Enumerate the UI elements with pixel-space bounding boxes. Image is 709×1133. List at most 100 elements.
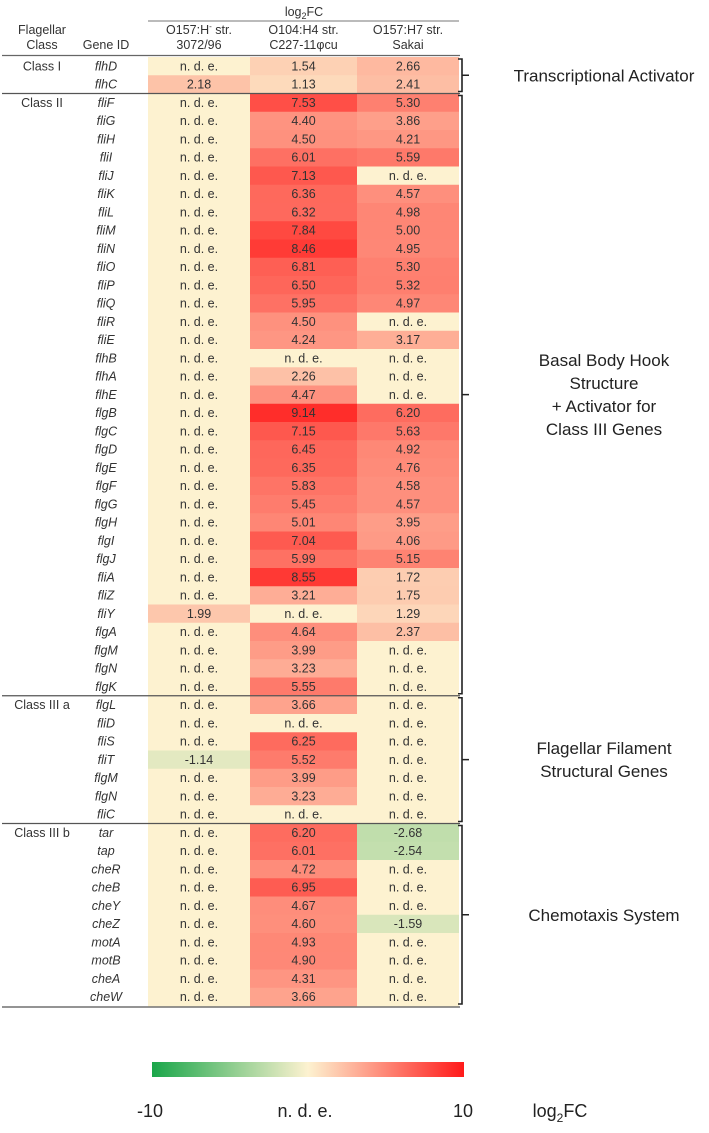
group-brackets: Transcriptional Activator Basal Body Hook… xyxy=(458,58,695,1005)
heatmap-cell xyxy=(148,586,250,605)
heatmap-cell xyxy=(357,878,459,897)
cell-value-label: 1.75 xyxy=(396,589,420,603)
cell-value-label: 2.37 xyxy=(396,625,420,639)
gene-id-label: fliC xyxy=(97,808,116,822)
cell-value-label: 3.66 xyxy=(291,698,315,712)
gene-id-label: fliL xyxy=(98,205,114,219)
cell-value-label: n. d. e. xyxy=(180,260,218,274)
cell-value-label: n. d. e. xyxy=(180,351,218,365)
cell-value-label: 5.45 xyxy=(291,497,315,511)
cell-value-label: n. d. e. xyxy=(180,552,218,566)
cell-value-label: 1.13 xyxy=(291,78,315,92)
cell-value-label: 6.01 xyxy=(291,151,315,165)
heatmap-cell xyxy=(148,823,250,843)
heatmap-cell xyxy=(357,768,459,788)
cell-value-label: 1.99 xyxy=(187,607,211,621)
heatmap-cell xyxy=(357,294,459,313)
cell-value-label: n. d. e. xyxy=(180,625,218,639)
cell-value-label: 5.52 xyxy=(291,753,315,767)
heatmap-cell xyxy=(250,933,357,952)
cell-value-label: 7.84 xyxy=(291,224,315,238)
gene-id-label: cheR xyxy=(91,862,120,876)
cell-value-label: n. d. e. xyxy=(284,607,322,621)
heatmap-cell xyxy=(357,403,459,423)
flagellar-class-label: Class III b xyxy=(14,826,70,840)
cell-value-label: n. d. e. xyxy=(180,954,218,968)
cell-value-label: 1.54 xyxy=(291,59,315,73)
scale-unit-label: log2FC xyxy=(533,1101,588,1125)
cell-value-label: -1.14 xyxy=(185,753,214,767)
group-bracket xyxy=(458,94,469,695)
heatmap-cell xyxy=(148,385,250,405)
heatmap-cell xyxy=(250,586,357,605)
cell-value-label: 1.72 xyxy=(396,570,420,584)
heatmap-cell xyxy=(250,787,357,806)
cell-value-label: n. d. e. xyxy=(180,461,218,475)
cell-value-label: n. d. e. xyxy=(389,789,427,803)
heatmap-cell xyxy=(250,604,357,624)
cell-value-label: 2.26 xyxy=(291,370,315,384)
heatmap-cell xyxy=(148,878,250,897)
heatmap-cell xyxy=(357,184,459,204)
heatmap-cell xyxy=(148,641,250,660)
cell-value-label: n. d. e. xyxy=(180,662,218,676)
heatmap-cell xyxy=(250,531,357,551)
heatmap-cell xyxy=(357,622,459,642)
gene-id-label: fliJ xyxy=(98,169,114,183)
cell-value-label: 7.53 xyxy=(291,96,315,110)
heatmap-cell xyxy=(357,531,459,551)
heatmap-cell xyxy=(250,768,357,788)
heatmap-cell xyxy=(148,75,250,94)
heatmap-cell xyxy=(250,330,357,350)
heatmap-cell xyxy=(148,677,250,697)
cell-value-label: 5.30 xyxy=(396,260,420,274)
gene-id-label: flgB xyxy=(95,406,117,420)
cell-value-label: -2.68 xyxy=(394,826,423,840)
cell-value-label: n. d. e. xyxy=(180,96,218,110)
heatmap-cell xyxy=(250,75,357,94)
gene-id-label: flhC xyxy=(95,78,118,92)
heatmap-cell xyxy=(250,257,357,277)
heatmap-cell xyxy=(250,239,357,259)
cell-value-label: n. d. e. xyxy=(389,662,427,676)
cell-value-label: n. d. e. xyxy=(180,406,218,420)
cell-value-label: -2.54 xyxy=(394,844,423,858)
cell-value-label: 4.90 xyxy=(291,954,315,968)
heatmap-cell xyxy=(250,184,357,204)
cell-value-label: 4.67 xyxy=(291,899,315,913)
cell-value-label: 5.15 xyxy=(396,552,420,566)
cell-value-label: 3.95 xyxy=(396,516,420,530)
heatmap-cell xyxy=(148,568,250,587)
heatmap-cell xyxy=(357,130,459,149)
cell-value-label: 4.76 xyxy=(396,461,420,475)
cell-value-label: n. d. e. xyxy=(180,443,218,457)
gene-id-label: fliE xyxy=(97,333,115,347)
gene-id-label: fliG xyxy=(97,114,116,128)
heatmap-cell xyxy=(357,367,459,386)
scale-mid-label: n. d. e. xyxy=(277,1101,332,1121)
cell-value-label: 8.55 xyxy=(291,570,315,584)
cell-value-label: n. d. e. xyxy=(389,169,427,183)
cell-value-label: n. d. e. xyxy=(180,990,218,1004)
heatmap-cell xyxy=(357,221,459,240)
cell-value-label: 6.50 xyxy=(291,278,315,292)
heatmap-cell xyxy=(357,93,459,113)
cell-value-label: 4.31 xyxy=(291,972,315,986)
cell-value-label: 2.41 xyxy=(396,78,420,92)
cell-value-label: 5.01 xyxy=(291,516,315,530)
cell-value-label: 4.92 xyxy=(396,443,420,457)
class-column-header-line2: Class xyxy=(26,38,57,52)
heatmap-cell xyxy=(250,276,357,295)
heatmap-cell xyxy=(250,987,357,1007)
cell-value-label: 4.21 xyxy=(396,132,420,146)
cell-value-label: n. d. e. xyxy=(389,771,427,785)
cell-value-label: n. d. e. xyxy=(180,935,218,949)
cell-value-label: 5.99 xyxy=(291,552,315,566)
heatmap-cell xyxy=(357,750,459,770)
heatmap-cell xyxy=(250,823,357,843)
scale-min-label: -10 xyxy=(137,1101,163,1121)
gene-id-label: flgC xyxy=(95,424,118,438)
heatmap-cell xyxy=(148,914,250,934)
gene-id-label: fliK xyxy=(97,187,115,201)
